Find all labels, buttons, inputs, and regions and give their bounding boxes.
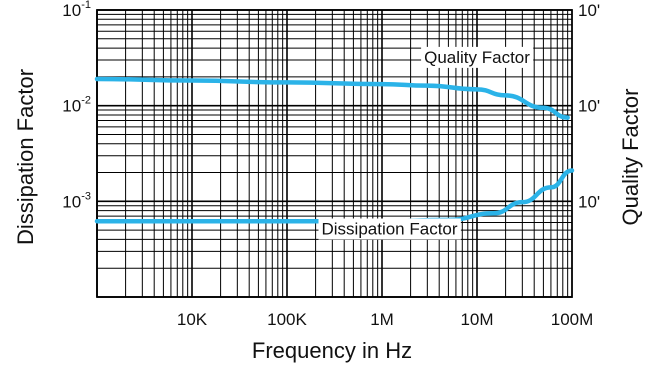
left-y-tick-label: 10-1	[62, 0, 91, 20]
right-y-tick-label: 10'	[578, 1, 600, 20]
tick-labels: 10K 100K 1M 10M 100M 10-1 10-2 10-3 10' 10' 10'	[62, 0, 600, 329]
x-axis-title: Frequency in Hz	[252, 338, 412, 363]
series-annotation: Dissipation Factor	[318, 218, 461, 240]
annotation-background	[318, 218, 461, 240]
right-y-tick-label: 10'	[578, 192, 600, 211]
annotation-label: Dissipation Factor	[321, 220, 457, 239]
series-line-quality-factor	[94, 76, 570, 120]
x-tick-label: 10M	[460, 310, 493, 329]
series-annotation: Quality Factor	[421, 46, 534, 68]
series-line-dissipation-factor	[94, 168, 575, 224]
x-tick-label: 10K	[177, 310, 208, 329]
left-y-tick-label: 10-3	[62, 190, 91, 211]
right-y-tick-label: 10'	[578, 97, 600, 116]
x-tick-label: 1M	[370, 310, 394, 329]
annotation-layer: Quality Factor Dissipation Factor	[318, 46, 534, 240]
left-y-axis-title: Dissipation Factor	[13, 69, 38, 245]
left-y-tick-label: 10-2	[62, 95, 91, 116]
x-tick-label: 100K	[267, 310, 307, 329]
annotation-label: Quality Factor	[424, 48, 530, 67]
annotation-background	[421, 46, 534, 68]
series-layer	[94, 76, 575, 224]
right-y-axis-title: Quality Factor	[618, 89, 643, 226]
plot-frame	[96, 9, 573, 298]
x-tick-label: 100M	[551, 310, 594, 329]
